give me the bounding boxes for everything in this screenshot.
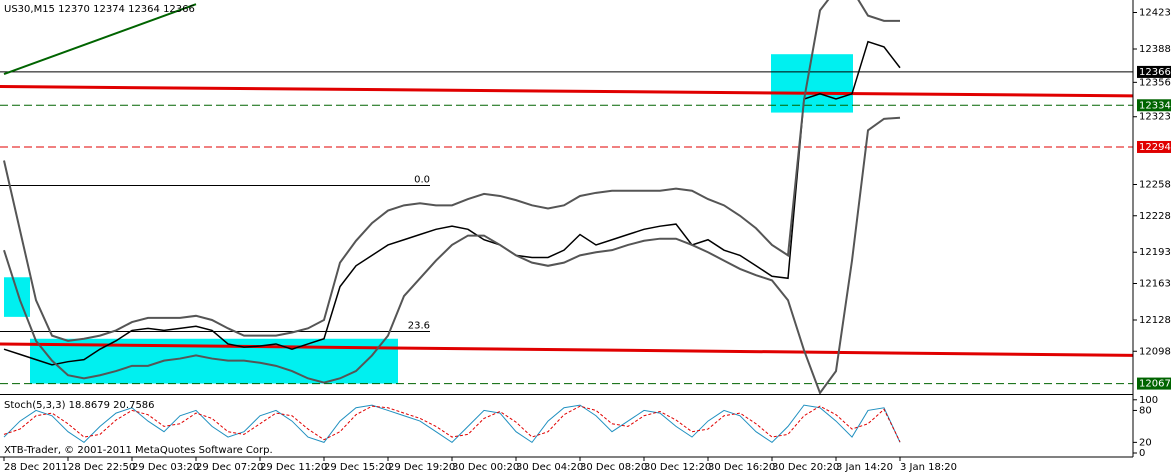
price-tag-label: 12067 [1139,379,1171,390]
y-tick-label: 12356 [1139,77,1171,88]
y-tick-label: 0 [1139,448,1145,459]
price-tag-label: 12334 [1139,100,1171,111]
y-tick-label: 12388 [1139,44,1171,55]
zone [4,277,30,317]
y-tick-label: 12423 [1139,8,1171,19]
x-tick-label: 3 Jan 18:20 [900,462,957,473]
y-tick-label: 12193 [1139,247,1171,258]
main-panel: 0.0 23.6 [0,0,1133,394]
x-tick-label: 29 Dec 15:20 [324,462,391,473]
y-tick-label: 12323 [1139,112,1171,123]
fibo-label: 0.0 [414,175,430,186]
band-line [3,0,900,342]
price-tag [1137,140,1171,153]
x-tick-label: 28 Dec 2011 [4,462,68,473]
trendline [0,85,1133,98]
x-tick-label: 29 Dec 11:20 [260,462,327,473]
copyright: XTB-Trader, © 2001-2011 MetaQuotes Softw… [4,445,273,456]
x-tick-label: 3 Jan 14:20 [836,462,893,473]
stoch-panel [3,404,901,444]
x-tick-label: 30 Dec 16:20 [708,462,775,473]
x-tick-label: 29 Dec 19:20 [388,462,455,473]
fibo-label: 23.6 [408,320,430,331]
x-tick-label: 29 Dec 03:20 [132,462,199,473]
y-tick-label: 12228 [1139,211,1171,222]
stoch-title: Stoch(5,3,3) 18.8679 20.7586 [4,400,155,411]
y-tick-label: 20 [1139,437,1152,448]
x-tick-label: 30 Dec 12:20 [644,462,711,473]
y-tick-label: 12098 [1139,346,1171,357]
overlay: 12423 12388 12356 12323 12258 12228 12193 12163… [3,8,1171,473]
price-tag-label: 12294 [1139,142,1171,153]
y-tick-label: 12258 [1139,179,1171,190]
y-tick-label: 100 [1139,395,1158,406]
y-tick-label: 80 [1139,405,1152,416]
zone [771,54,853,113]
chart-title: US30,M15 12370 12374 12364 12366 [4,4,195,15]
stoch-line [3,404,901,444]
x-tick-label: 30 Dec 08:20 [580,462,647,473]
x-tick-label: 30 Dec 20:20 [772,462,839,473]
band-line [3,116,901,394]
x-tick-label: 30 Dec 00:20 [452,462,519,473]
trendline [0,342,1133,357]
y-tick-label: 12163 [1139,279,1171,290]
price-tag [1137,99,1171,112]
x-tick-label: 28 Dec 22:50 [68,462,135,473]
y-tick-label: 12128 [1139,315,1171,326]
price-tag-label: 12366 [1139,67,1171,78]
trendline [3,3,197,75]
price-line [3,40,901,366]
stoch-line [3,405,901,443]
price-tag [1137,65,1171,78]
price-tag [1137,377,1171,390]
x-tick-label: 29 Dec 07:20 [196,462,263,473]
x-tick-label: 30 Dec 04:20 [516,462,583,473]
